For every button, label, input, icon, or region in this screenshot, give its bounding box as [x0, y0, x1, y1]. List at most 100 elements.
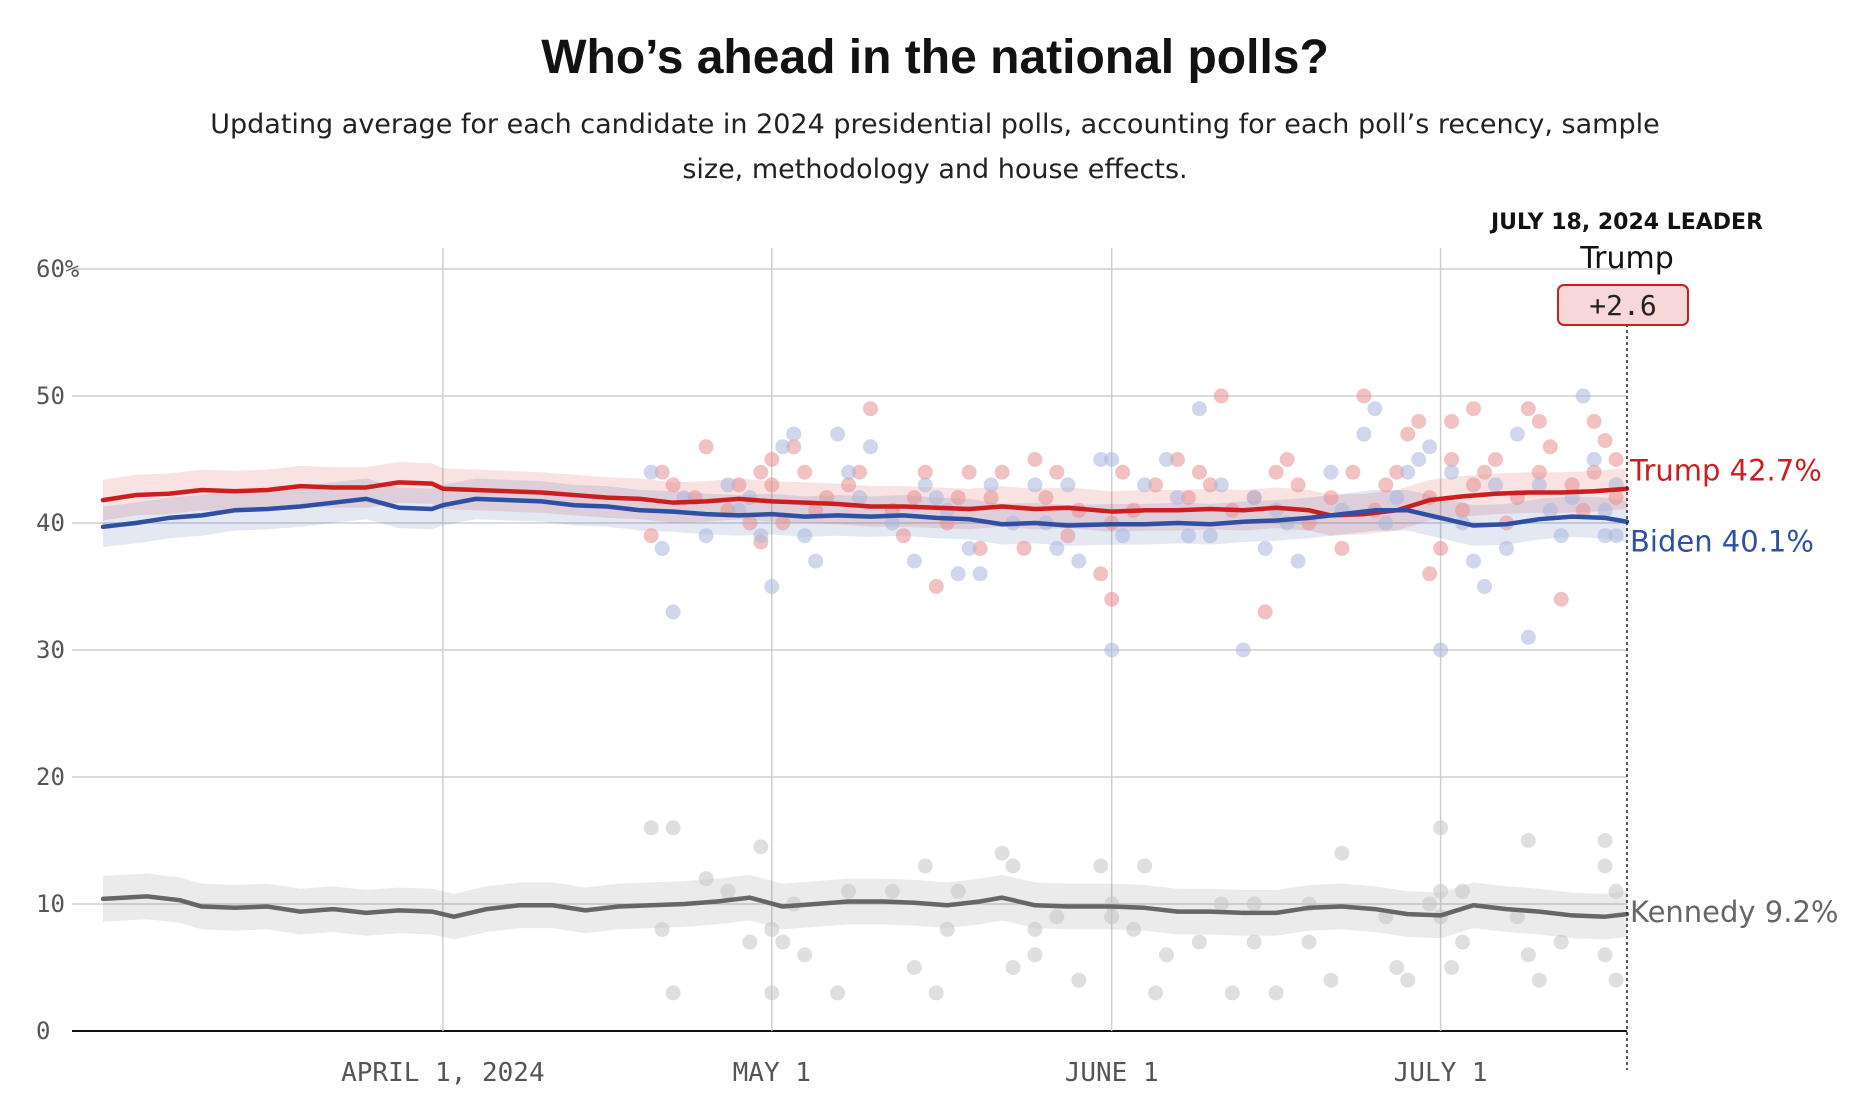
- trump-poll-dot: [1323, 490, 1339, 506]
- biden-poll-dot: [1411, 452, 1427, 467]
- trump-poll-dot: [731, 477, 747, 493]
- biden-poll-dot: [808, 553, 824, 569]
- kennedy-band: [103, 873, 1627, 940]
- biden-poll-dot: [1060, 477, 1076, 493]
- kennedy-poll-dot: [1455, 934, 1471, 950]
- trump-poll-dot: [1455, 502, 1471, 518]
- biden-poll-dot: [1213, 477, 1229, 493]
- kennedy-poll-dot: [1005, 960, 1021, 975]
- kennedy-poll-dot: [1433, 883, 1449, 899]
- biden-poll-dot: [1367, 401, 1383, 417]
- trump-poll-dot: [797, 464, 813, 480]
- kennedy-poll-dot: [906, 960, 922, 975]
- x-tick-label: MAY 1: [733, 1058, 811, 1088]
- trump-poll-dot: [1213, 388, 1229, 404]
- biden-poll-dot: [1378, 515, 1394, 531]
- kennedy-poll-dot: [928, 985, 944, 1001]
- biden-poll-dot: [1093, 452, 1109, 467]
- biden-band: [103, 478, 1627, 548]
- trump-poll-dot: [1104, 591, 1120, 607]
- kennedy-poll-dot: [1520, 833, 1536, 848]
- biden-poll-dot: [983, 477, 999, 493]
- trump-poll-dot: [698, 439, 714, 455]
- kennedy-poll-dot: [1608, 883, 1624, 899]
- trump-poll-dot: [841, 477, 857, 493]
- trump-poll-dot: [1553, 591, 1569, 607]
- trump-poll-dot: [1279, 452, 1295, 467]
- kennedy-average-line: [100, 894, 1630, 919]
- kennedy-poll-dot: [742, 934, 758, 950]
- biden-poll-dot: [775, 439, 791, 455]
- biden-poll-dot: [1104, 452, 1120, 467]
- kennedy-poll-dot: [1246, 934, 1262, 950]
- biden-poll-dot: [1553, 528, 1569, 544]
- biden-poll-dot: [961, 540, 977, 556]
- trump-poll-dot: [972, 540, 988, 556]
- trump-poll-dot: [654, 464, 670, 480]
- trump-poll-dot: [1027, 452, 1043, 467]
- kennedy-poll-dot: [1159, 947, 1175, 963]
- trump-poll-dot: [1389, 464, 1405, 480]
- trump-poll-dot: [1520, 401, 1536, 417]
- trump-poll-dot: [753, 464, 769, 480]
- kennedy-poll-dot: [1433, 820, 1449, 836]
- biden-poll-dot: [1509, 426, 1525, 442]
- trump-average-line: [100, 480, 1630, 518]
- biden-poll-dot: [1400, 464, 1416, 480]
- biden-poll-dot: [1049, 540, 1065, 556]
- kennedy-poll-dot: [1005, 858, 1021, 874]
- trump-poll-dot: [1476, 464, 1492, 480]
- biden-poll-dot: [1389, 490, 1405, 506]
- kennedy-poll-dot: [643, 820, 659, 836]
- kennedy-poll-dot: [1224, 985, 1240, 1001]
- kennedy-poll-dot: [830, 985, 846, 1001]
- biden-poll-dot: [1115, 528, 1131, 544]
- trump-poll-dot: [1586, 413, 1602, 429]
- biden-poll-dot: [797, 528, 813, 544]
- trump-poll-dot: [1400, 426, 1416, 442]
- chart-title: Who’s ahead in the national polls?: [541, 31, 1329, 84]
- y-tick-label: 0: [36, 1017, 50, 1045]
- end-labels: Trump 42.7% Biden 40.1% Kennedy 9.2%: [1629, 454, 1838, 929]
- trump-poll-dot: [1169, 452, 1185, 467]
- biden-poll-dot: [1257, 540, 1273, 556]
- kennedy-poll-dot: [1213, 896, 1229, 912]
- trump-poll-dot: [1115, 464, 1131, 480]
- kennedy-poll-dot: [775, 934, 791, 950]
- trump-poll-dot: [1444, 413, 1460, 429]
- kennedy-poll-dot: [764, 921, 780, 937]
- kennedy-poll-dot: [1191, 934, 1207, 950]
- kennedy-poll-dot: [1444, 960, 1460, 975]
- trump-poll-dot: [895, 528, 911, 544]
- kennedy-poll-dot: [1597, 833, 1613, 848]
- biden-poll-dot: [764, 579, 780, 594]
- biden-poll-dot: [1476, 579, 1492, 594]
- trump-end-label: Trump 42.7%: [1629, 454, 1822, 488]
- kennedy-poll-dot: [917, 858, 933, 874]
- grid-layer: 0 10 20 30 40 50 60% APRIL 1, 2024 MAY 1 JUNE 1 JU…: [36, 248, 1627, 1088]
- kennedy-poll-dot: [994, 845, 1010, 861]
- kennedy-poll-dot: [797, 947, 813, 963]
- biden-poll-dot: [1608, 528, 1624, 544]
- y-tick-label: 20: [36, 763, 65, 791]
- kennedy-poll-dot: [698, 871, 714, 887]
- kennedy-poll-dot: [950, 883, 966, 899]
- biden-poll-dot: [1323, 464, 1339, 480]
- trump-poll-dot: [764, 477, 780, 493]
- y-tick-label: 10: [36, 890, 65, 918]
- kennedy-poll-dot: [1148, 985, 1164, 1001]
- biden-poll-dot: [1498, 540, 1514, 556]
- kennedy-poll-dot: [1531, 972, 1547, 988]
- biden-poll-dot: [665, 604, 681, 620]
- leader-heading: JULY 18, 2024 LEADER: [1489, 210, 1763, 235]
- kennedy-poll-dot: [1246, 896, 1262, 912]
- trump-poll-dot: [1586, 464, 1602, 480]
- biden-poll-dot: [1586, 452, 1602, 467]
- biden-poll-dot: [1542, 502, 1558, 518]
- x-tick-label: APRIL 1, 2024: [341, 1058, 545, 1088]
- kennedy-poll-dot: [1093, 858, 1109, 874]
- trump-poll-dot: [1191, 464, 1207, 480]
- biden-end-label: Biden 40.1%: [1630, 525, 1814, 559]
- biden-poll-dot: [1169, 490, 1185, 506]
